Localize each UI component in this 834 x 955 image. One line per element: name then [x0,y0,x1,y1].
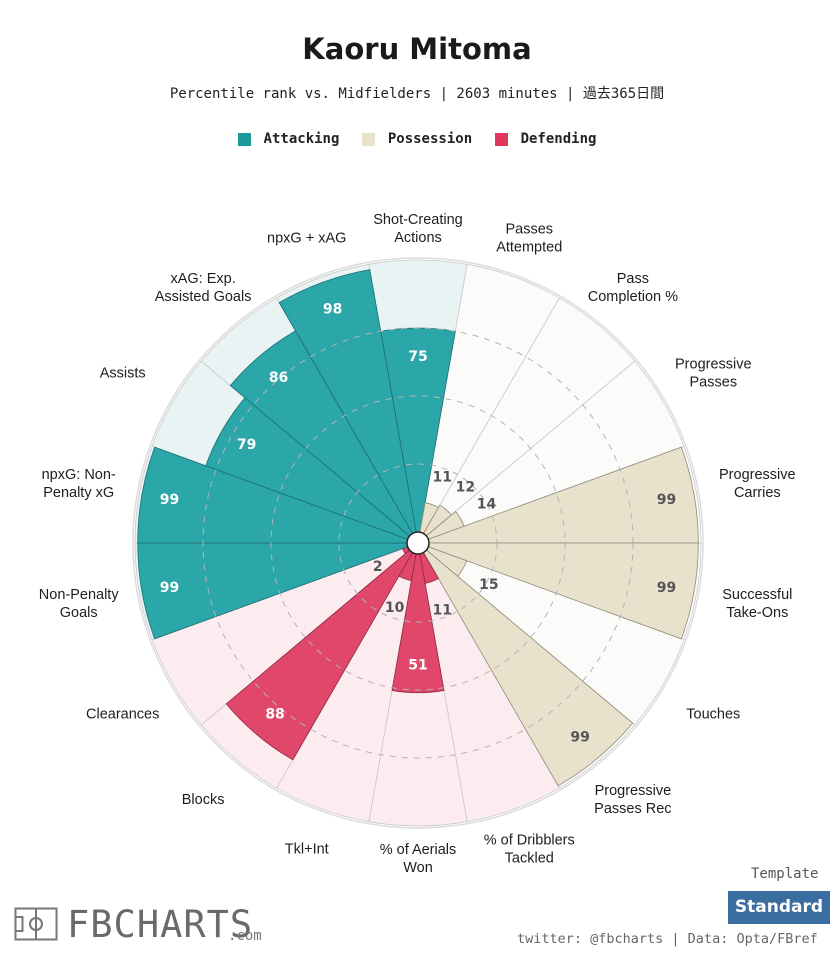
category-label-shot-creating-actions: Shot-Creating Actions [373,212,462,246]
value-label-pass-completion: 12 [456,480,475,496]
value-label-xag-exp-assisted-goals: 86 [269,370,288,386]
category-label-of-dribblers-tackled: % of Dribblers Tackled [484,833,575,867]
value-label-touches: 15 [479,577,498,593]
gridline-75 [202,327,634,759]
category-label-blocks: Blocks [182,792,225,808]
value-label-passes-attempted: 11 [433,469,452,485]
category-label-progressive-passes: Progressive Passes [675,357,752,391]
value-label-clearances: 2 [373,559,383,575]
fbcharts-logo-text: FBCHARTS [67,903,254,946]
category-label-passes-attempted: Passes Attempted [496,221,562,255]
center-hub [406,531,430,555]
category-label-touches: Touches [686,706,740,722]
legend: Attacking Possession Defending [0,131,834,150]
category-label-assists: Assists [100,366,146,382]
legend-swatch-attacking [237,132,251,146]
chart-title: Kaoru Mitoma [302,32,532,66]
value-label-of-dribblers-tackled: 11 [433,603,452,619]
template-label: Template [751,866,819,882]
legend-swatch-defending [494,132,508,146]
value-label-progressive-carries: 99 [657,492,676,508]
category-label-npxg-xag: npxG + xAG [267,230,346,246]
category-label-progressive-carries: Progressive Carries [719,467,796,501]
value-label-npxg-xag: 98 [323,301,342,317]
value-label-npxg-non-penalty-xg: 99 [160,492,179,508]
legend-label-defending: Defending [520,131,597,147]
gridline-50 [270,395,566,691]
category-label-successful-take-ons: Successful Take-Ons [722,587,792,621]
legend-swatch-possession [361,132,375,146]
legend-item-defending: Defending [494,131,597,147]
category-label-non-penalty-goals: Non-Penalty Goals [39,587,120,621]
value-label-shot-creating-actions: 75 [408,349,427,365]
category-label-clearances: Clearances [86,706,159,722]
credit-text: twitter: @fbcharts | Data: Opta/FBref [517,931,818,947]
value-label-assists: 79 [237,437,256,453]
value-label-non-penalty-goals: 99 [160,580,179,596]
value-label-successful-take-ons: 99 [657,580,676,596]
category-label-npxg-non-penalty-xg: npxG: Non-Penalty xG [42,467,116,501]
category-label-progressive-passes-rec: Progressive Passes Rec [594,783,671,817]
value-label-tkl-int: 10 [385,600,405,616]
legend-item-attacking: Attacking [237,131,340,147]
chart-subtitle: Percentile rank vs. Midfielders | 2603 m… [169,86,665,102]
fbcharts-logo-suffix: .com [228,928,262,944]
legend-label-attacking: Attacking [263,131,340,147]
value-label-of-aerials-won: 51 [408,658,427,674]
legend-label-possession: Possession [387,131,473,147]
value-label-blocks: 88 [265,706,284,722]
gridline-25 [338,463,498,623]
category-label-xag-exp-assisted-goals: xAG: Exp. Assisted Goals [155,271,252,305]
template-standard-button[interactable]: Standard [728,891,830,924]
value-label-progressive-passes-rec: 99 [570,729,589,745]
pitch-logo-icon [14,907,58,941]
category-label-pass-completion: Pass Completion % [588,271,678,305]
category-label-tkl-int: Tkl+Int [285,842,329,858]
category-label-of-aerials-won: % of Aerials Won [380,842,457,876]
value-label-progressive-passes: 14 [477,496,497,512]
legend-item-possession: Possession [361,131,473,147]
outer-ring [132,257,704,829]
